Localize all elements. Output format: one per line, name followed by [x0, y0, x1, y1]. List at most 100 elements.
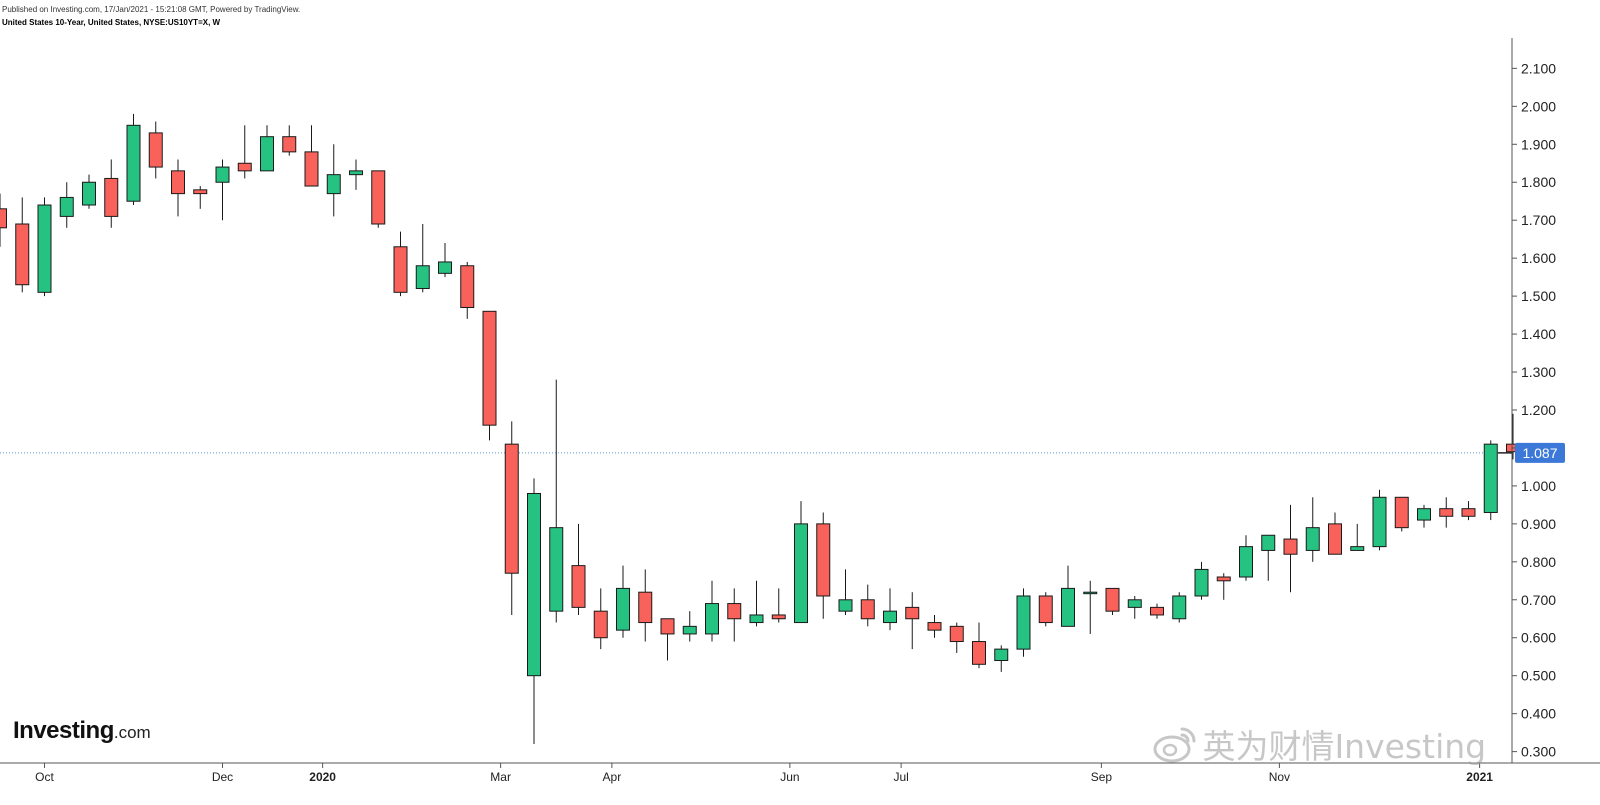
candle[interactable] — [1328, 512, 1342, 555]
candle-body-up — [682, 625, 697, 635]
candle[interactable] — [927, 614, 942, 638]
candle[interactable] — [727, 588, 742, 642]
candle[interactable] — [1016, 588, 1031, 657]
candle[interactable] — [749, 580, 764, 627]
candle[interactable] — [393, 231, 408, 297]
candle[interactable] — [1372, 489, 1387, 551]
y-tick-label: 1.400 — [1521, 326, 1556, 342]
watermark: 英为财情Investing — [1152, 720, 1486, 768]
candle-body-up — [994, 648, 1009, 662]
candle[interactable] — [482, 310, 497, 441]
candle[interactable] — [0, 193, 7, 247]
candle[interactable] — [504, 421, 519, 615]
candle[interactable] — [371, 170, 386, 228]
candle[interactable] — [59, 182, 74, 228]
candle[interactable] — [104, 159, 119, 228]
x-tick-label: Jul — [893, 770, 908, 784]
candle[interactable] — [1239, 535, 1253, 581]
candle[interactable] — [705, 580, 719, 642]
candle[interactable] — [349, 159, 363, 190]
candle[interactable] — [460, 261, 475, 319]
candle[interactable] — [905, 592, 920, 650]
candle[interactable] — [593, 588, 608, 650]
candle[interactable] — [1261, 534, 1276, 581]
candle-body-down — [1328, 523, 1342, 555]
candle[interactable] — [883, 588, 897, 631]
candle[interactable] — [215, 159, 230, 221]
candle-body-up — [883, 610, 897, 624]
candle-body-up — [838, 599, 853, 612]
candle[interactable] — [838, 569, 853, 615]
candle[interactable] — [616, 565, 630, 638]
candle-body-down — [771, 614, 786, 620]
candle[interactable] — [438, 242, 452, 278]
candle[interactable] — [1283, 504, 1298, 593]
candle-body-up — [1016, 595, 1031, 650]
candle[interactable] — [260, 125, 274, 172]
candle[interactable] — [771, 588, 786, 623]
candle[interactable] — [1305, 497, 1320, 562]
candle[interactable] — [1061, 565, 1075, 627]
candle[interactable] — [1461, 501, 1476, 521]
candle-body-up — [1417, 508, 1431, 521]
candle[interactable] — [415, 223, 430, 293]
candle[interactable] — [148, 121, 163, 179]
candle-body-down — [1461, 508, 1476, 517]
candle[interactable] — [1216, 573, 1231, 600]
candle[interactable] — [794, 501, 808, 624]
x-tick-label: 2021 — [1466, 770, 1493, 784]
candle[interactable] — [37, 197, 52, 297]
candle-body-down — [1150, 606, 1164, 616]
candle[interactable] — [1483, 440, 1498, 521]
candle-body-up — [260, 136, 274, 172]
candle[interactable] — [82, 174, 96, 209]
candle[interactable] — [527, 478, 541, 745]
candle[interactable] — [15, 197, 30, 293]
candle[interactable] — [994, 645, 1009, 672]
candle[interactable] — [1105, 587, 1120, 615]
candle[interactable] — [1350, 523, 1365, 551]
candle[interactable] — [949, 622, 964, 653]
candle[interactable] — [682, 611, 697, 642]
last-price-label: 1.087 — [1522, 445, 1557, 461]
candle[interactable] — [282, 125, 297, 156]
candle-body-up — [1194, 568, 1209, 597]
candle[interactable] — [638, 569, 653, 642]
y-tick-label: 1.900 — [1521, 136, 1556, 152]
y-tick-label: 0.600 — [1521, 630, 1556, 646]
candle[interactable] — [126, 113, 141, 206]
candle-body-up — [616, 587, 630, 631]
candle[interactable] — [1083, 580, 1098, 634]
candle[interactable] — [571, 523, 586, 615]
candle[interactable] — [816, 512, 831, 619]
candle-body-down — [927, 622, 942, 631]
y-tick-label: 2.000 — [1521, 98, 1556, 114]
candle[interactable] — [972, 622, 986, 669]
y-tick-label: 2.100 — [1521, 60, 1556, 76]
candle[interactable] — [660, 618, 675, 661]
candle[interactable] — [304, 125, 319, 187]
candle[interactable] — [1150, 603, 1164, 619]
candle[interactable] — [1172, 592, 1187, 623]
last-price-box — [1515, 442, 1565, 463]
candle[interactable] — [549, 379, 564, 623]
candle-body-down — [660, 618, 675, 635]
candle-body-up — [1483, 443, 1498, 513]
y-tick-label: 0.800 — [1521, 554, 1556, 570]
candle[interactable] — [1194, 561, 1209, 600]
candle[interactable] — [326, 144, 341, 217]
candle[interactable] — [237, 125, 252, 179]
candle[interactable] — [1038, 592, 1053, 627]
candle[interactable] — [1394, 496, 1409, 532]
candle[interactable] — [1417, 504, 1431, 528]
candle-body-up — [215, 166, 230, 183]
candle[interactable] — [1439, 497, 1454, 528]
candle[interactable] — [1127, 595, 1142, 619]
logo-suffix: .com — [113, 723, 151, 742]
candle[interactable] — [860, 584, 875, 627]
y-tick-label: 1.800 — [1521, 174, 1556, 190]
candle[interactable] — [171, 159, 185, 217]
candle[interactable] — [193, 186, 208, 209]
x-tick-label: Mar — [490, 770, 511, 784]
